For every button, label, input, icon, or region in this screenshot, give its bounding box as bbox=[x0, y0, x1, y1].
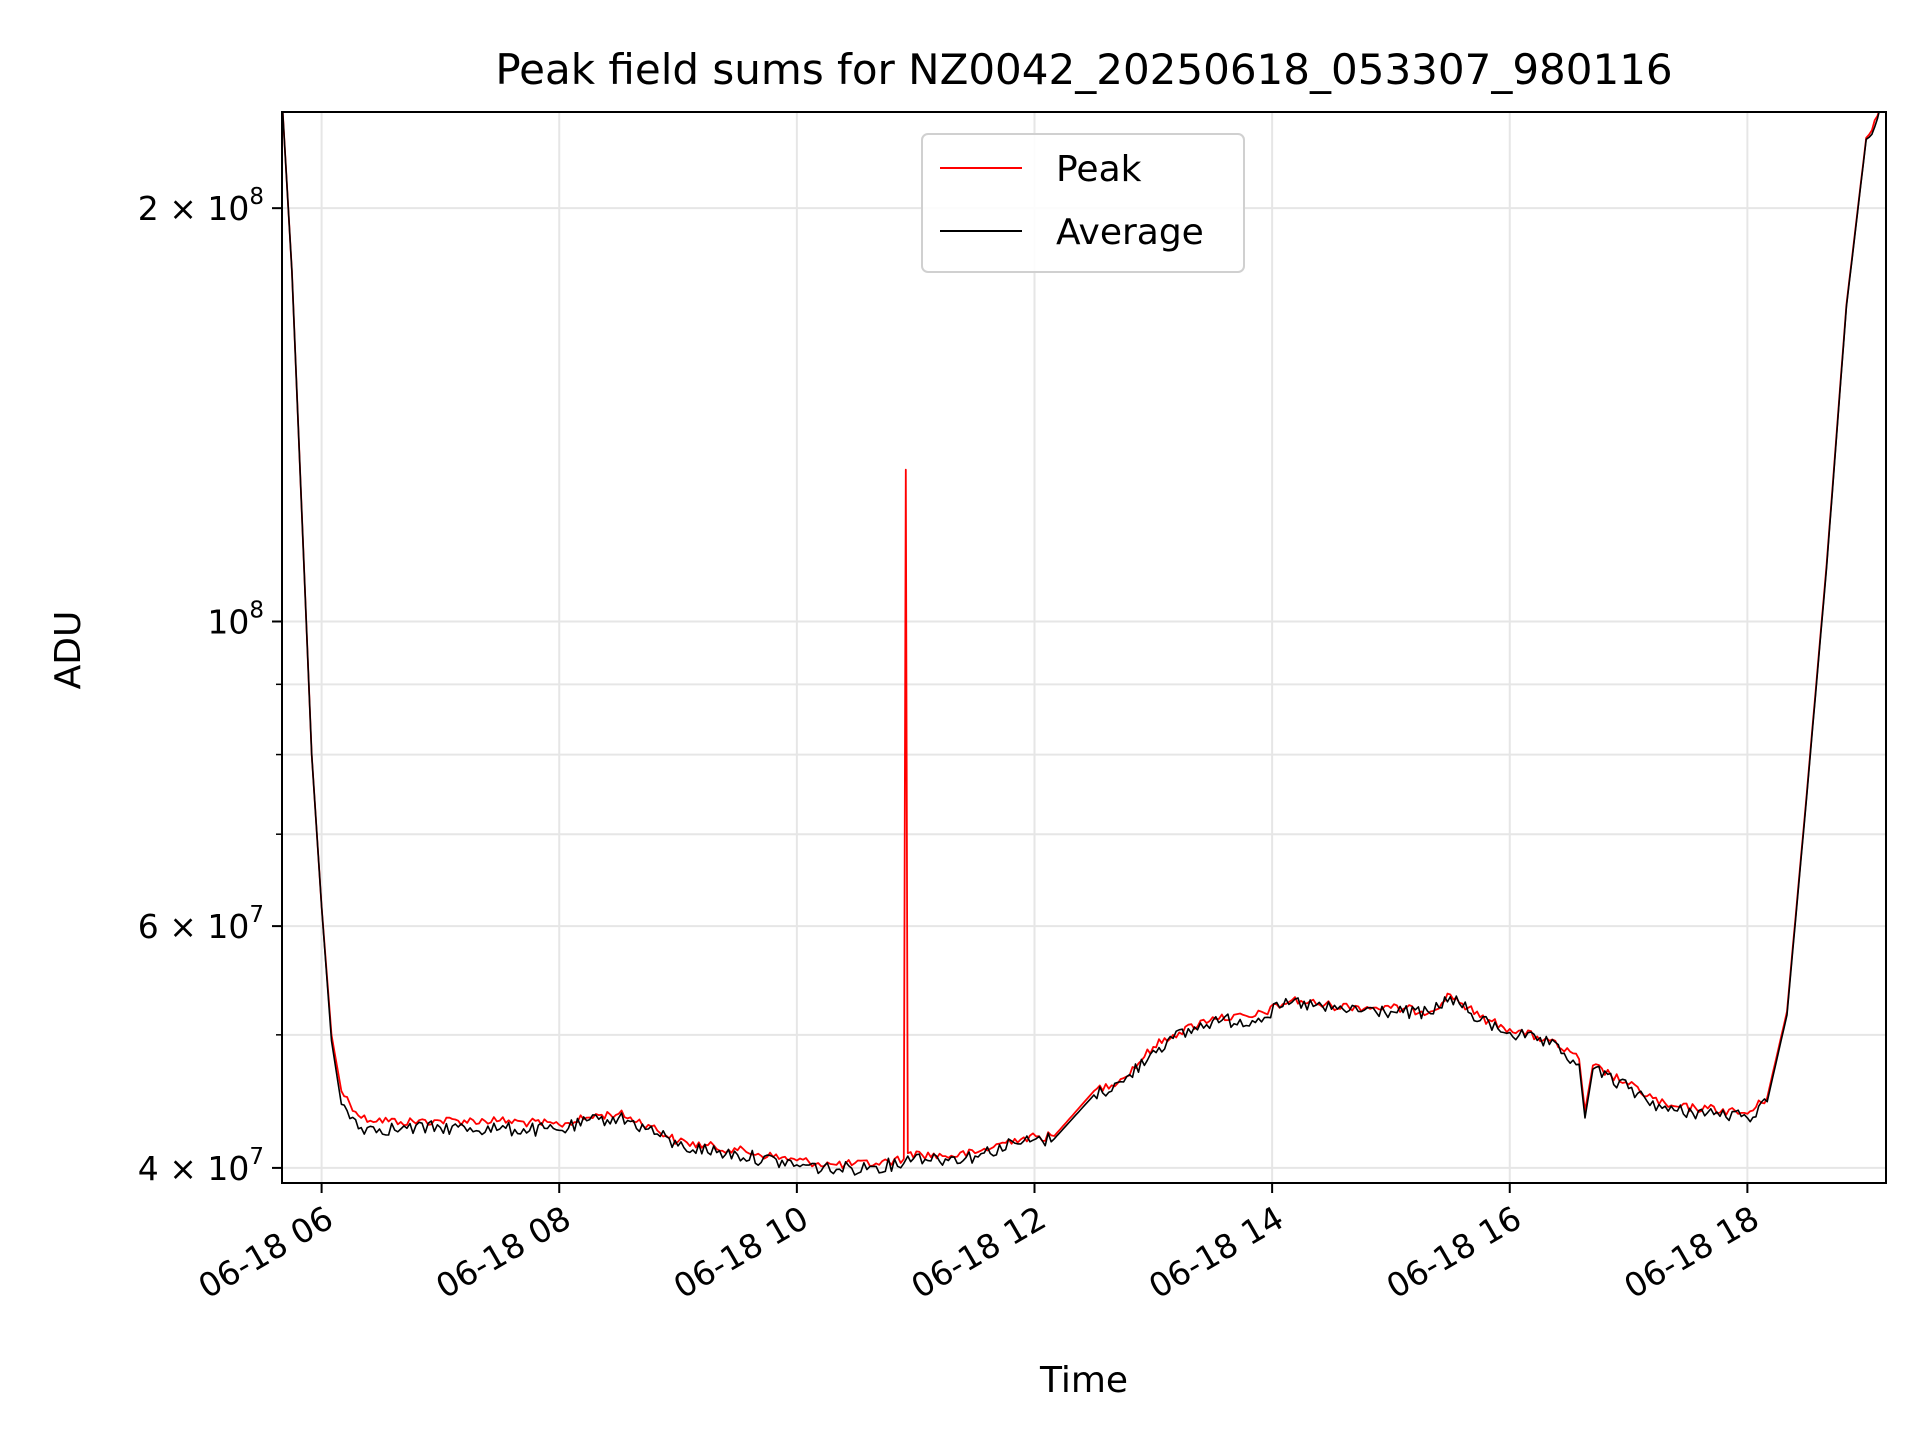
y-tick-label-base: 2 × 10 bbox=[138, 189, 250, 228]
series-line-peak bbox=[282, 112, 1880, 1170]
y-axis-label: ADU bbox=[48, 611, 89, 690]
x-tick-label: 06-18 18 bbox=[1617, 1198, 1765, 1306]
x-tick-label: 06-18 12 bbox=[904, 1198, 1052, 1306]
legend-peak-label: Peak bbox=[1056, 149, 1142, 190]
x-tick-label: 06-18 06 bbox=[192, 1198, 340, 1306]
y-tick-label-base: 4 × 10 bbox=[138, 1149, 250, 1188]
x-tick-label: 06-18 08 bbox=[429, 1198, 577, 1306]
grid-lines bbox=[282, 112, 1886, 1183]
x-tick-label: 06-18 14 bbox=[1142, 1198, 1290, 1306]
plot-frame bbox=[281, 111, 1887, 1184]
y-tick-label: 6 × 107 bbox=[138, 902, 264, 946]
y-tick-label-base: 6 × 10 bbox=[138, 907, 250, 946]
series-line-average bbox=[282, 112, 1880, 1176]
y-tick-label-exponent: 8 bbox=[249, 184, 264, 210]
x-tick-label: 06-18 10 bbox=[667, 1198, 815, 1306]
y-tick-label-exponent: 7 bbox=[249, 902, 264, 928]
chart-title: Peak field sums for NZ0042_20250618_0533… bbox=[495, 45, 1672, 94]
y-tick-label: 108 bbox=[207, 598, 264, 642]
series-layer bbox=[282, 112, 1880, 1176]
y-tick-label-base: 10 bbox=[207, 603, 249, 642]
x-axis-label: Time bbox=[1039, 1360, 1128, 1401]
x-axis: 06-18 06 06-18 08 06-18 10 06-18 12 06-18 14… bbox=[192, 1183, 1765, 1306]
y-tick-label: 4 × 107 bbox=[138, 1144, 264, 1188]
y-tick-label-exponent: 8 bbox=[249, 598, 264, 624]
legend-average-label: Average bbox=[1056, 212, 1204, 253]
legend: Peak Average bbox=[921, 133, 1245, 273]
x-tick-label: 06-18 16 bbox=[1380, 1198, 1528, 1306]
y-tick-label-exponent: 7 bbox=[249, 1144, 264, 1170]
y-tick-label: 2 × 108 bbox=[138, 184, 264, 228]
